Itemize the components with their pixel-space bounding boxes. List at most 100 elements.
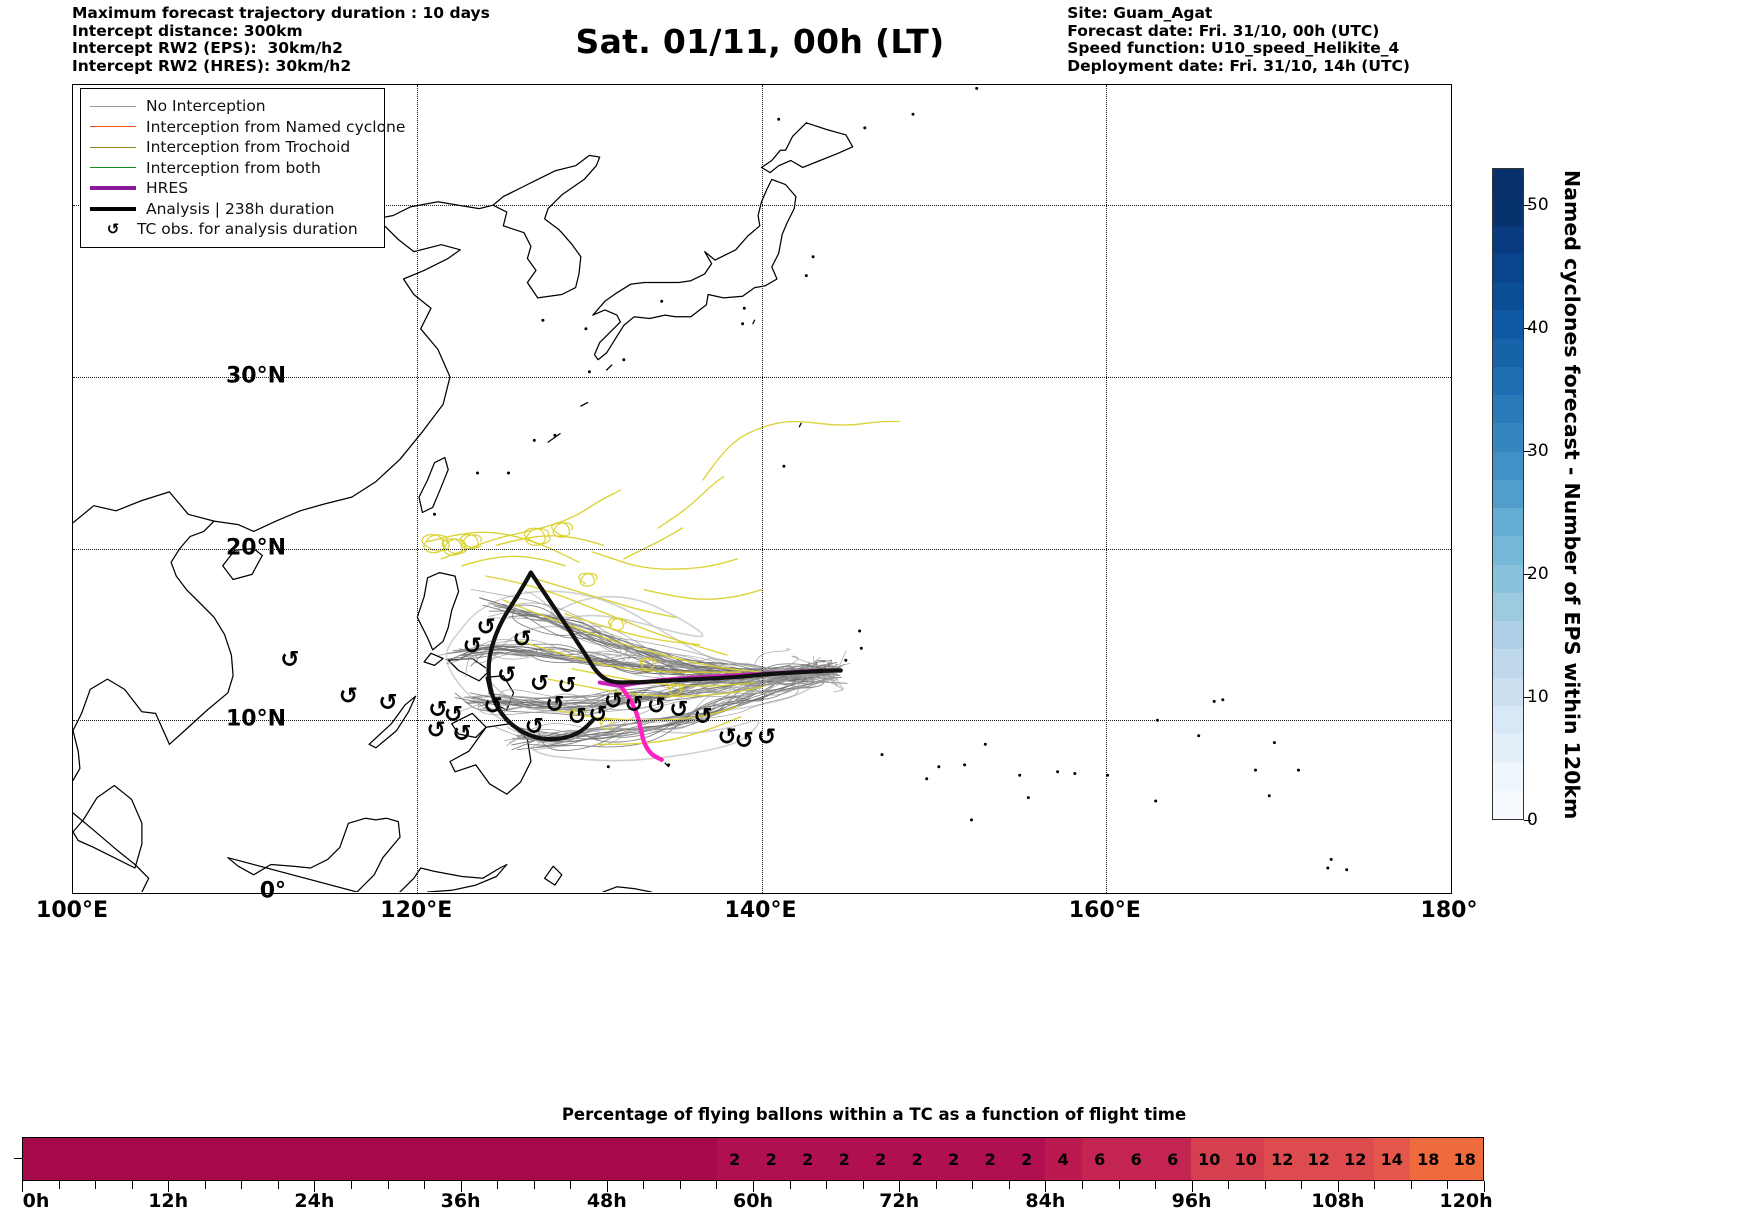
percentage-cell[interactable]: 18	[1446, 1138, 1483, 1180]
percentage-cell[interactable]: 10	[1191, 1138, 1228, 1180]
percentage-cell[interactable]	[96, 1138, 133, 1180]
map-island-speck	[553, 433, 557, 437]
percentage-cell[interactable]	[497, 1138, 534, 1180]
legend-line-swatch	[89, 105, 137, 107]
percentage-cell[interactable]: 6	[1081, 1138, 1118, 1180]
legend-item-4[interactable]: HRES	[89, 178, 376, 199]
colorbar-segment	[1493, 451, 1523, 480]
percentage-cell[interactable]	[534, 1138, 571, 1180]
percentage-cell[interactable]	[351, 1138, 388, 1180]
tropical-cyclone-marker: ↺	[483, 694, 502, 720]
map-island-speck	[975, 86, 979, 90]
legend-item-1[interactable]: Interception from Named cyclone	[89, 117, 405, 138]
percentage-axis-tick	[533, 1181, 535, 1189]
percentage-cell-value: 6	[1094, 1149, 1106, 1169]
map-path	[537, 578, 677, 618]
header-left-line-3: Intercept RW2 (HRES): 30km/h2	[72, 56, 352, 75]
percentage-axis-label-12: 12h	[148, 1190, 189, 1212]
legend-line-swatch	[89, 167, 137, 169]
map-island-speck	[532, 438, 536, 442]
map-path	[492, 154, 601, 299]
percentage-cell[interactable]: 2	[899, 1138, 936, 1180]
percentage-cell[interactable]: 12	[1264, 1138, 1301, 1180]
percentage-cell[interactable]: 6	[1118, 1138, 1155, 1180]
percentage-cell[interactable]	[169, 1138, 206, 1180]
map-path	[399, 863, 508, 892]
header-right-metadata: Site: Guam_Agat Forecast date: Fri. 31/10…	[1067, 4, 1410, 75]
percentage-cell[interactable]	[570, 1138, 607, 1180]
percentage-cell[interactable]: 14	[1373, 1138, 1410, 1180]
percentage-cell-value: 2	[838, 1149, 850, 1169]
tropical-cyclone-marker: ↺	[557, 673, 576, 699]
map-path	[416, 571, 460, 651]
percentage-cell-value: 6	[1167, 1149, 1179, 1169]
percentage-cell[interactable]	[205, 1138, 242, 1180]
legend-line-swatch	[89, 126, 137, 128]
percentage-cell[interactable]: 12	[1337, 1138, 1374, 1180]
percentage-cell[interactable]: 10	[1227, 1138, 1264, 1180]
percentage-cell[interactable]	[132, 1138, 169, 1180]
map-path	[470, 588, 824, 694]
percentage-cell[interactable]	[424, 1138, 461, 1180]
percentage-cell[interactable]	[461, 1138, 498, 1180]
percentage-cell[interactable]: 2	[1008, 1138, 1045, 1180]
percentage-cell[interactable]: 18	[1410, 1138, 1447, 1180]
tropical-cyclone-marker: ↺	[513, 627, 532, 653]
percentage-axis-tick	[935, 1181, 937, 1189]
percentage-cell[interactable]: 6	[1154, 1138, 1191, 1180]
legend-item-0[interactable]: No Interception	[89, 96, 376, 117]
tropical-cyclone-marker: ↺	[530, 671, 549, 697]
tropical-cyclone-marker: ↺	[545, 692, 564, 718]
legend-item-2[interactable]: Interception from Trochoid	[89, 137, 376, 158]
map-path	[551, 522, 574, 538]
percentage-cell[interactable]: 2	[753, 1138, 790, 1180]
percentage-axis-tick	[570, 1181, 572, 1189]
page-title: Sat. 01/11, 00h (LT)	[575, 22, 945, 61]
map-island-speck	[1197, 734, 1201, 738]
percentage-cell-value: 10	[1198, 1149, 1221, 1169]
percentage-axis-label-108: 108h	[1311, 1190, 1365, 1212]
percentage-cell[interactable]	[680, 1138, 717, 1180]
percentage-cell[interactable]	[388, 1138, 425, 1180]
legend-item-6[interactable]: ↺ TC obs. for analysis duration	[89, 219, 376, 240]
percentage-cell[interactable]: 12	[1300, 1138, 1337, 1180]
percentage-axis-tick	[1301, 1181, 1303, 1189]
map-path	[440, 489, 622, 560]
map-island-speck	[476, 471, 479, 475]
percentage-axis-tick	[1484, 1181, 1485, 1192]
map-ytick-20: 20°N	[225, 535, 286, 561]
map-legend: No Interception Interception from Named c…	[80, 88, 405, 248]
percentage-cell[interactable]: 2	[862, 1138, 899, 1180]
percentage-cell[interactable]: 2	[789, 1138, 826, 1180]
map-path	[543, 865, 563, 886]
map-path	[592, 178, 797, 361]
percentage-cell[interactable]	[23, 1138, 60, 1180]
percentage-cell[interactable]: 2	[826, 1138, 863, 1180]
legend-item-label: Interception from Named cyclone	[146, 117, 406, 136]
legend-item-5[interactable]: Analysis | 238h duration	[89, 199, 376, 220]
percentage-cell[interactable]: 2	[935, 1138, 972, 1180]
percentage-cell[interactable]: 2	[716, 1138, 753, 1180]
map-xtick-180: 180°	[1420, 898, 1478, 923]
percentage-cell[interactable]	[278, 1138, 315, 1180]
legend-item-3[interactable]: Interception from both	[89, 158, 376, 179]
map-island-speck	[782, 464, 786, 468]
colorbar-segment	[1493, 366, 1523, 395]
percentage-cell[interactable]: 2	[972, 1138, 1009, 1180]
percentage-axis-tick	[862, 1181, 864, 1189]
percentage-cell[interactable]	[607, 1138, 644, 1180]
map-gridline-lon	[1105, 85, 1107, 893]
colorbar-segment	[1493, 479, 1523, 508]
map-path	[73, 678, 171, 782]
percentage-cell[interactable]: 4	[1045, 1138, 1082, 1180]
percentage-axis-label-48: 48h	[586, 1190, 627, 1212]
map-island-speck	[742, 306, 746, 310]
percentage-cell[interactable]	[59, 1138, 96, 1180]
percentage-cell[interactable]	[643, 1138, 680, 1180]
tropical-cyclone-marker: ↺	[757, 725, 776, 751]
percentage-cell[interactable]	[242, 1138, 279, 1180]
percentage-bar[interactable]: 2 2 2 2 2 2 2 2 2 4 6 6 6 10 10 12 12 12 14 18 18	[22, 1137, 1484, 1181]
percentage-cell[interactable]	[315, 1138, 352, 1180]
map-path	[523, 527, 551, 546]
map-ytick-10: 10°N	[225, 706, 286, 732]
